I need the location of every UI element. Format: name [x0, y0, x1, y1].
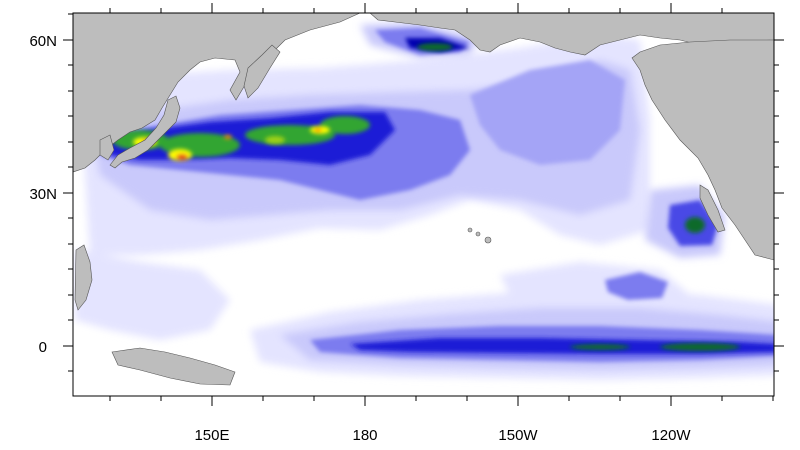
land-hawaii-1: [467, 227, 473, 233]
land-hawaii-2: [475, 231, 481, 237]
field-west-tropics: [75, 250, 230, 340]
field-green-baja: [685, 217, 705, 233]
y-label-30n: 30N: [29, 186, 57, 203]
hotspot-red-3: [314, 128, 322, 132]
map-frame-border: [72, 12, 775, 397]
field-green-equatorial: [660, 343, 740, 351]
field-equatorial-dark: [350, 338, 774, 354]
land-new-guinea: [111, 347, 236, 386]
hotspot-yellow-3: [265, 136, 285, 144]
land-masses: [73, 13, 774, 386]
field-green-equatorial-b: [570, 344, 630, 350]
tick-marks: [63, 3, 784, 406]
land-north-america: [631, 39, 774, 261]
land-japan: [109, 95, 181, 169]
land-hawaii-3: [484, 236, 492, 244]
land-korea: [99, 134, 115, 161]
hotspot-red-4: [224, 135, 232, 139]
y-label-0: 0: [39, 339, 47, 356]
y-label-60n: 60N: [29, 33, 57, 50]
field-green-alaska: [417, 43, 453, 51]
field-green-kuroshio-c: [320, 116, 370, 134]
hotspot-red-2: [176, 154, 188, 160]
field-midpac-blue: [605, 272, 668, 300]
field-northeast-blue: [470, 60, 625, 165]
x-label-180: 180: [352, 427, 377, 444]
x-label-150e: 150E: [194, 427, 229, 444]
x-label-150w: 150W: [498, 427, 538, 444]
land-philippines: [74, 244, 93, 311]
y-axis-labels: 60N 30N 0: [29, 33, 57, 356]
land-kamchatka: [243, 44, 281, 99]
land-baja: [699, 184, 726, 233]
x-axis-labels: 150E 180 150W 120W: [194, 427, 691, 444]
x-label-120w: 120W: [651, 427, 691, 444]
